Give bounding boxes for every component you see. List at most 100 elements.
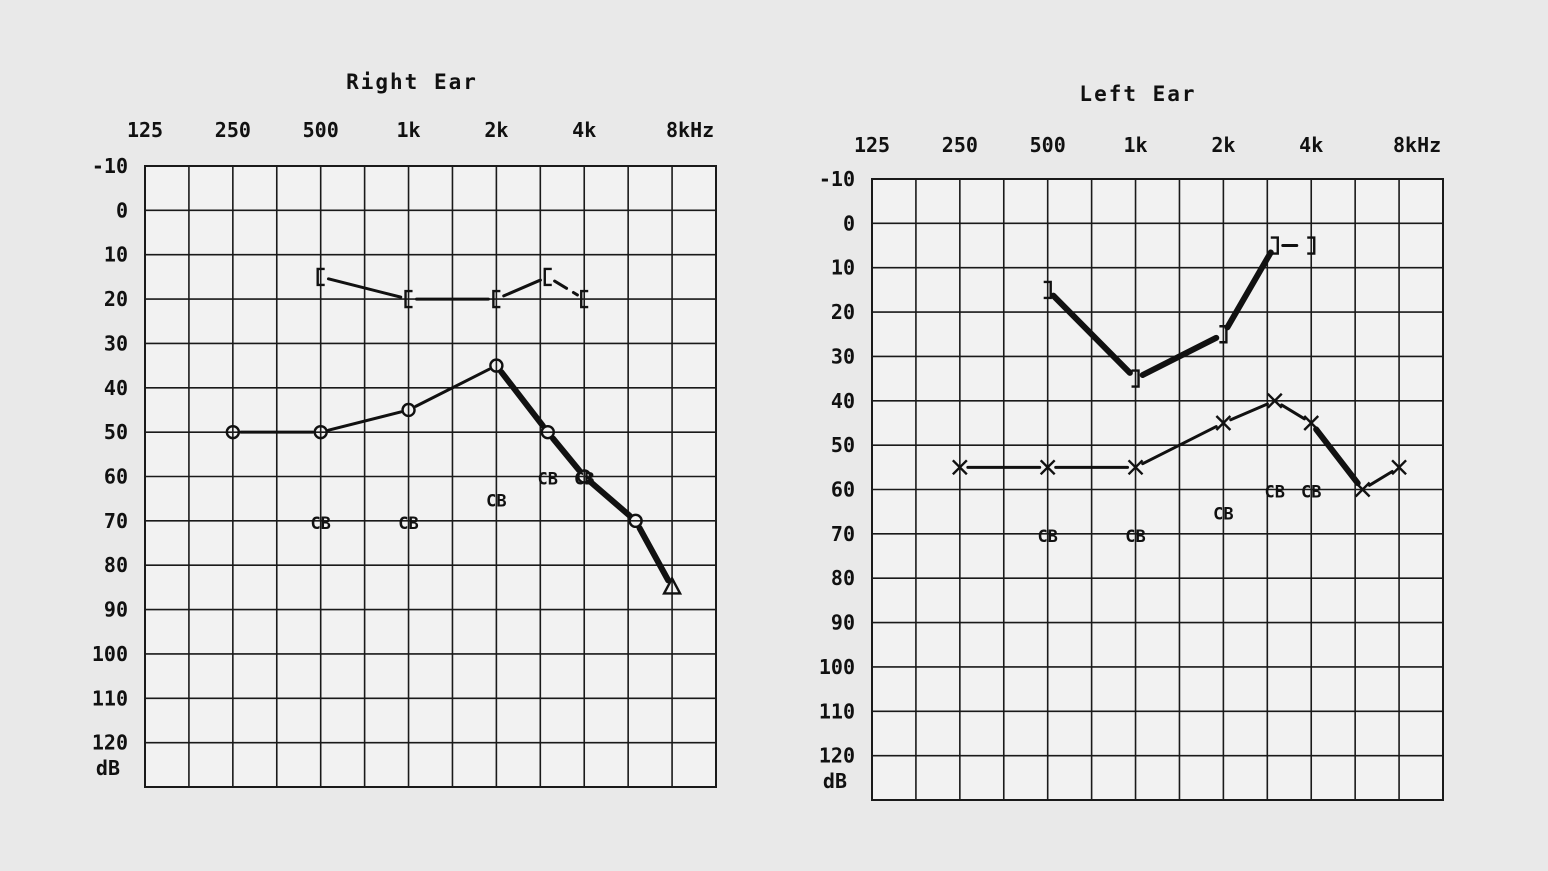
series-segment	[1141, 425, 1218, 466]
data-point-cross	[1354, 481, 1371, 498]
series-segment	[414, 367, 491, 408]
y-tick-label: 70	[831, 522, 855, 546]
data-point-cross	[1391, 459, 1407, 476]
left-ear-title: Left Ear	[1079, 82, 1196, 106]
data-point-circle	[401, 402, 416, 418]
data-point-bracket-right	[1219, 325, 1228, 344]
y-tick-label: 90	[831, 611, 855, 635]
annotation-cb: CB	[310, 514, 330, 534]
series-segment	[502, 278, 542, 298]
y-tick-label: 110	[92, 686, 128, 710]
right-ear-audiogram: Right Ear 125 250 500 1k 2k 4k 8kHz -10 0 10 20 30 4…	[92, 70, 717, 788]
y-tick-label: 40	[831, 389, 855, 413]
y-tick-label: 120	[92, 731, 128, 755]
x-tick-label: 8kHz	[666, 118, 714, 142]
annotation-cb: CB	[1125, 527, 1145, 547]
data-point-circle	[225, 424, 241, 440]
series-segment	[1313, 426, 1361, 487]
data-point-cross	[1215, 415, 1232, 431]
series-segment	[549, 435, 583, 474]
plot-grid	[872, 179, 1443, 800]
y-tick-label: 80	[104, 553, 128, 577]
data-point-bracket-right	[1043, 280, 1052, 300]
x-tick-label: 4k	[1299, 133, 1323, 157]
y-tick-label: 60	[831, 478, 855, 502]
data-point-cross	[1303, 415, 1320, 431]
y-tick-label: 80	[831, 566, 855, 590]
y-tick-label: -10	[819, 167, 855, 191]
series-segment	[1367, 469, 1394, 487]
y-tick-label: 40	[104, 376, 128, 400]
y-tick-label: 30	[104, 331, 128, 355]
data-point-bracket-right	[1307, 236, 1316, 255]
left-ear-audiogram: Left Ear 125 250 500 1k 2k 4k 8kHz -10 0 10 20 30 40…	[819, 82, 1444, 801]
data-point-circle	[489, 358, 504, 373]
x-tick-label: 2k	[484, 118, 508, 142]
data-point-cross	[951, 459, 968, 476]
series-segment	[636, 524, 672, 584]
series-segment	[1229, 402, 1269, 422]
y-tick-label: 10	[104, 243, 128, 267]
data-point-bracket-left	[543, 267, 552, 287]
right-ear-title: Right Ear	[346, 70, 478, 94]
annotation-cb: CB	[486, 492, 506, 512]
y-tick-label: 100	[92, 642, 128, 666]
series-segment	[1139, 334, 1220, 379]
y-tick-label: 30	[831, 344, 855, 368]
plot-grid	[145, 166, 716, 787]
series-bracket-left	[316, 267, 589, 309]
annotation-cb: CB	[574, 470, 594, 490]
x-tick-label: 125	[127, 118, 163, 142]
annotation-cb: CB	[538, 470, 558, 490]
series-segment	[326, 410, 403, 432]
y-tick-label: 0	[843, 211, 855, 235]
y-tick-label: 60	[104, 465, 128, 489]
data-point-triangle	[662, 575, 683, 595]
series-segment	[587, 478, 633, 519]
y-tick-label: 0	[116, 198, 128, 222]
data-point-circle	[540, 424, 555, 440]
y-tick-label: 10	[831, 256, 855, 280]
series-segment	[1224, 249, 1274, 331]
data-point-bracket-left	[580, 289, 589, 309]
y-unit-label: dB	[823, 769, 847, 793]
x-tick-label: 8kHz	[1393, 133, 1441, 157]
x-tick-label: 1k	[396, 118, 420, 142]
series-segment	[1280, 403, 1306, 421]
data-point-bracket-left	[404, 289, 413, 309]
data-point-circle	[577, 469, 592, 484]
annotation-cb: CB	[1213, 505, 1233, 525]
x-tick-label: 4k	[572, 118, 596, 142]
annotation-cb: CB	[398, 514, 418, 534]
y-tick-label: 50	[831, 433, 855, 457]
y-tick-label: 20	[104, 287, 128, 311]
series-circle	[225, 358, 683, 595]
series-cross	[951, 392, 1407, 498]
data-point-bracket-right	[1131, 369, 1140, 388]
x-tick-label: 500	[1030, 133, 1066, 157]
data-point-bracket-left	[316, 267, 325, 287]
x-tick-label: 250	[942, 133, 978, 157]
series-segment	[326, 277, 403, 299]
annotation-cb: CB	[1301, 483, 1321, 503]
x-tick-label: 1k	[1123, 133, 1147, 157]
x-tick-label: 125	[854, 133, 890, 157]
data-point-cross	[1266, 392, 1283, 409]
data-point-bracket-left	[492, 289, 501, 309]
data-point-circle	[628, 513, 643, 529]
data-point-cross	[1039, 459, 1056, 476]
y-tick-label: 70	[104, 509, 128, 533]
y-tick-label: 20	[831, 300, 855, 324]
x-tick-label: 2k	[1211, 133, 1235, 157]
x-tick-label: 250	[215, 118, 251, 142]
y-tick-label: -10	[92, 154, 128, 178]
y-tick-label: 100	[819, 655, 855, 679]
y-tick-label: 50	[104, 420, 128, 444]
data-point-bracket-right	[1270, 236, 1279, 255]
annotation-cb: CB	[1037, 527, 1057, 547]
series-bracket-right	[1043, 236, 1316, 388]
annotation-cb: CB	[1265, 483, 1285, 503]
y-tick-label: 120	[819, 744, 855, 768]
data-point-circle	[313, 424, 328, 440]
